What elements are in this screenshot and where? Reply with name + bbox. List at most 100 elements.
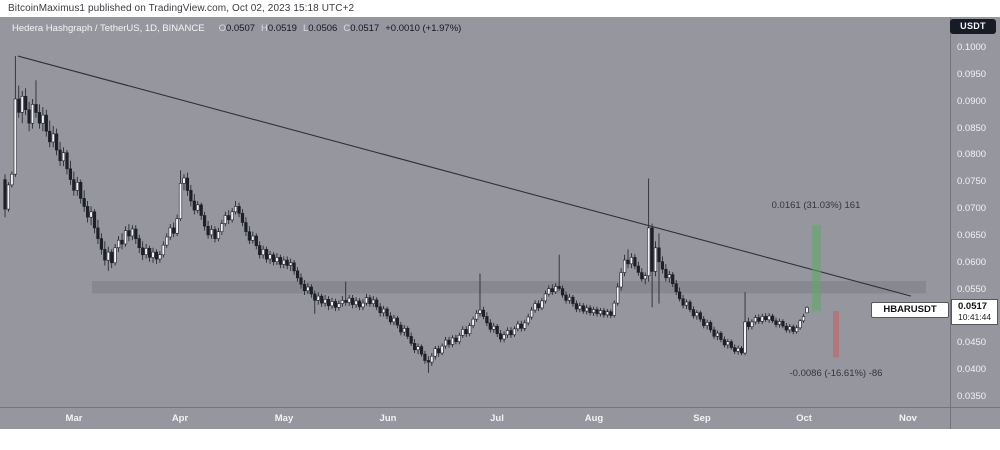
candle-body <box>733 347 737 352</box>
candle-body <box>585 307 589 312</box>
candle-body <box>254 235 258 246</box>
candle-body <box>443 339 448 347</box>
candle-body <box>657 247 661 263</box>
candle-body <box>671 274 675 285</box>
candle-body <box>795 327 799 332</box>
candle-body <box>746 321 751 327</box>
candle-body <box>481 309 486 317</box>
candle-body <box>423 353 427 361</box>
candle-body <box>313 293 317 301</box>
candle-body <box>616 286 620 304</box>
candle-body <box>574 303 578 310</box>
open-value: 0.0507 <box>225 23 256 34</box>
candle-body <box>320 295 324 304</box>
candle-body <box>485 316 489 324</box>
candle-body <box>691 309 695 317</box>
candle-body <box>412 343 417 351</box>
candle-body <box>406 327 410 337</box>
candle-body <box>430 355 434 363</box>
candle-body <box>209 229 214 236</box>
candle-body <box>196 204 200 211</box>
price-tick-label: 0.0350 <box>957 391 987 402</box>
candle-body <box>306 286 310 292</box>
candle-body <box>326 298 331 306</box>
month-tick-label: Apr <box>171 413 189 424</box>
candle-body <box>598 310 603 315</box>
candle-body <box>433 348 437 357</box>
price-tick-label: 0.0400 <box>957 364 987 375</box>
candle-body <box>764 316 768 321</box>
candle-body <box>805 307 809 314</box>
support-zone-drawing[interactable] <box>92 281 926 294</box>
candle-body <box>68 168 72 180</box>
candle-body <box>92 211 97 229</box>
candle-body <box>550 288 554 293</box>
candle-body <box>395 317 400 326</box>
currency-toggle-button[interactable]: USDT <box>950 19 996 34</box>
candle-body <box>674 283 678 293</box>
candle-body <box>137 238 141 249</box>
candle-body <box>227 215 231 221</box>
candle-body <box>619 272 623 288</box>
low-label: L <box>302 23 309 34</box>
trendline-drawing[interactable] <box>17 55 912 297</box>
price-tick-label: 0.0650 <box>957 230 987 241</box>
candle-body <box>165 236 169 246</box>
candle-body <box>378 306 382 313</box>
candle-body <box>478 309 482 314</box>
candle-body <box>271 254 276 262</box>
candle-body <box>536 303 541 309</box>
candle-body <box>516 323 520 330</box>
price-tick-label: 0.0550 <box>957 284 987 295</box>
symbol-legend[interactable]: Hedera Hashgraph / TetherUS, 1D, BINANCE… <box>12 23 461 34</box>
candle-body <box>626 259 630 265</box>
candle-body <box>282 259 286 265</box>
candle-body <box>385 308 389 317</box>
candle-body <box>168 227 172 238</box>
candle-body <box>767 315 771 321</box>
candle-body <box>34 104 38 113</box>
candle-body <box>299 277 303 285</box>
candle-body <box>103 249 107 261</box>
candle-body <box>251 235 255 241</box>
candle-body <box>523 322 527 329</box>
candle-body <box>96 227 100 239</box>
candle-body <box>130 228 135 237</box>
candle-body <box>461 329 465 336</box>
candle-body <box>292 262 296 272</box>
candle-body <box>247 231 252 241</box>
candle-body <box>791 326 795 332</box>
candle-body <box>399 324 403 333</box>
candle-body <box>468 325 472 335</box>
candle-body <box>375 299 379 308</box>
candle-body <box>182 177 186 184</box>
candle-body <box>667 274 671 279</box>
candle-body <box>640 272 644 280</box>
candle-body <box>347 297 351 303</box>
publish-header: BitcoinMaximus1 published on TradingView… <box>0 0 1000 17</box>
candle-body <box>578 305 582 310</box>
price-tick-label: 0.0850 <box>957 123 987 134</box>
candle-body <box>591 309 596 314</box>
candle-body <box>354 300 358 305</box>
price-range-up-drawing[interactable] <box>812 224 821 312</box>
candle-body <box>203 215 207 227</box>
price-range-down-drawing[interactable] <box>833 311 839 358</box>
candle-body <box>161 244 165 256</box>
footer-bar: TradingView <box>0 429 1000 450</box>
candle-body <box>333 301 338 308</box>
candle-body <box>261 249 265 256</box>
candle-body <box>51 133 55 143</box>
candle-body <box>223 215 227 224</box>
candle-body <box>702 318 706 326</box>
candle-body <box>708 322 713 331</box>
candle-body <box>560 288 565 296</box>
open-label: O <box>218 23 226 34</box>
candle-body <box>220 223 224 233</box>
candle-body <box>688 301 692 310</box>
candle-body <box>113 247 117 264</box>
candle-body <box>605 311 609 316</box>
candle-body <box>144 248 148 256</box>
